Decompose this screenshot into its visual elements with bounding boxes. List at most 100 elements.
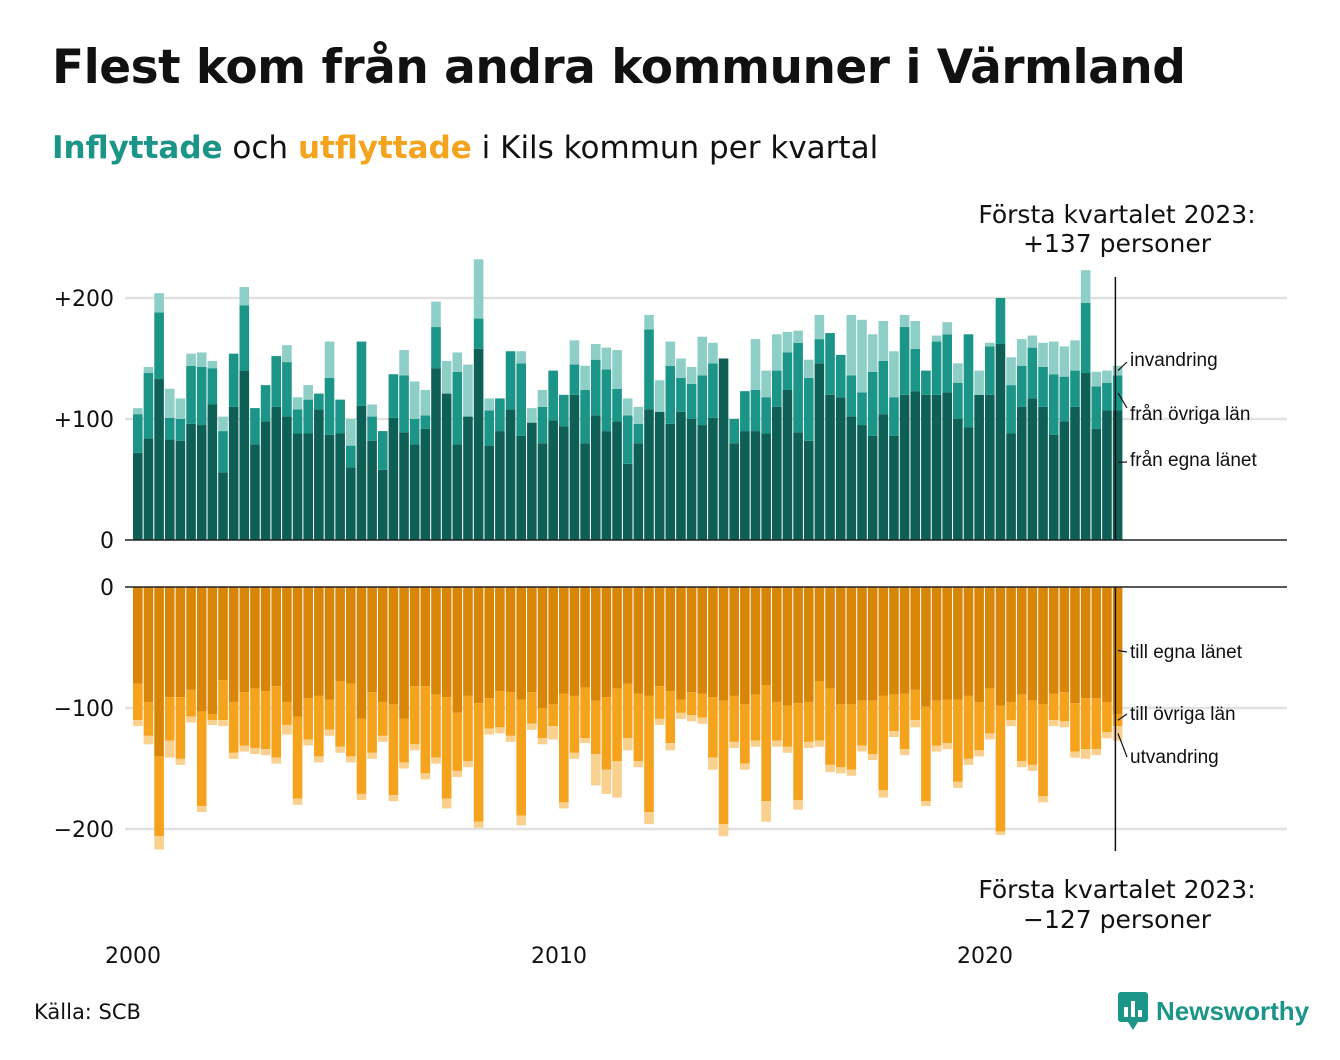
bar-in-invandring: [175, 398, 186, 419]
bar-out-ovriga: [282, 701, 292, 725]
bar-out-utvandring: [942, 743, 952, 750]
bar-in-ovriga: [292, 409, 303, 434]
bar-out-utvandring: [559, 802, 569, 809]
bar-in-invandring: [697, 336, 708, 376]
bar-out-ovriga: [452, 712, 463, 771]
bar-in-egna: [473, 348, 484, 540]
bar-out-ovriga: [516, 699, 526, 816]
bar-out-egna: [239, 587, 250, 693]
bar-out-egna: [601, 587, 612, 698]
bar-out-egna: [1091, 587, 1102, 699]
bar-out-ovriga: [207, 714, 218, 721]
bar-in-ovriga: [548, 370, 558, 421]
bar-in-invandring: [207, 360, 218, 369]
bar-out-utvandring: [420, 773, 431, 780]
bar-out-egna: [324, 587, 335, 700]
bar-out-egna: [740, 587, 750, 705]
bar-out-utvandring: [196, 806, 207, 813]
bar-in-egna: [367, 440, 377, 540]
bar-out-utvandring: [356, 793, 367, 800]
bar-out-utvandring: [271, 757, 282, 764]
bar-out-egna: [718, 587, 729, 701]
bar-in-invandring: [367, 404, 377, 417]
bar-in-invandring: [974, 370, 984, 395]
bar-in-egna: [772, 406, 782, 540]
bar-out-ovriga: [1048, 693, 1059, 721]
bar-out-ovriga: [463, 695, 473, 762]
bar-in-invandring: [622, 398, 633, 416]
bar-in-egna: [985, 394, 995, 540]
bar-out-egna: [761, 587, 771, 686]
bar-in-egna: [612, 421, 622, 540]
bar-in-ovriga: [346, 445, 356, 468]
bar-out-utvandring: [495, 727, 505, 734]
bar-in-invandring: [292, 397, 303, 410]
bar-out-ovriga: [782, 705, 793, 747]
bar-out-ovriga: [420, 686, 431, 774]
bar-out-utvandring: [218, 720, 228, 727]
bar-out-utvandring: [963, 758, 974, 765]
bar-out-egna: [622, 587, 633, 684]
bar-in-ovriga: [164, 417, 175, 440]
bar-in-invandring: [516, 351, 526, 364]
bar-in-invandring: [484, 398, 495, 411]
series-label-pointer: [1117, 361, 1128, 372]
bar-out-utvandring: [612, 761, 622, 798]
bar-out-ovriga: [196, 711, 207, 807]
bar-out-ovriga: [708, 697, 718, 758]
bar-out-ovriga: [399, 718, 409, 763]
bar-in-egna: [974, 394, 984, 540]
bar-out-utvandring: [708, 757, 718, 770]
bar-in-egna: [154, 379, 164, 540]
bar-out-egna: [750, 587, 761, 695]
bar-in-egna: [601, 431, 612, 540]
bar-in-ovriga: [835, 354, 846, 398]
bar-in-egna: [835, 397, 846, 540]
bar-out-utvandring: [1102, 732, 1112, 739]
bar-in-invandring: [857, 319, 867, 393]
bar-in-invandring: [346, 419, 356, 446]
bar-out-utvandring: [761, 801, 771, 822]
bar-in-invandring: [654, 380, 665, 412]
bar-out-egna: [782, 587, 793, 706]
bar-in-ovriga: [335, 399, 345, 434]
bar-in-invandring: [1016, 339, 1027, 366]
bar-out-ovriga: [665, 691, 676, 744]
bar-in-ovriga: [857, 392, 867, 426]
bar-out-ovriga: [441, 697, 452, 799]
bar-in-ovriga: [409, 419, 420, 445]
bar-out-egna: [420, 587, 431, 687]
bar-in-invandring: [1091, 371, 1102, 387]
bar-out-egna: [196, 587, 207, 712]
bar-out-egna: [665, 587, 676, 692]
bar-in-egna: [324, 434, 335, 540]
bar-in-ovriga: [1070, 370, 1080, 407]
bar-in-ovriga: [1006, 385, 1016, 434]
bar-out-ovriga: [346, 683, 356, 757]
bar-in-ovriga: [516, 363, 526, 436]
bar-in-egna: [963, 427, 974, 540]
bar-in-egna: [718, 358, 729, 540]
bar-in-ovriga: [314, 393, 324, 410]
bar-in-egna: [942, 392, 952, 540]
bar-in-egna: [708, 417, 718, 540]
source-note: Källa: SCB: [34, 1000, 141, 1024]
bar-in-invandring: [942, 322, 952, 335]
bar-out-utvandring: [250, 747, 260, 754]
bar-out-egna: [921, 587, 931, 707]
bar-out-utvandring: [346, 756, 356, 763]
bar-out-ovriga: [772, 701, 782, 741]
bar-out-utvandring: [846, 769, 857, 776]
chart-subtitle: Inflyttade och utflyttade i Kils kommun …: [52, 130, 878, 166]
bar-in-egna: [729, 443, 739, 540]
bar-out-egna: [995, 587, 1006, 706]
ytick-label-in: 0: [100, 529, 114, 554]
bar-in-invandring: [431, 301, 441, 328]
bar-in-ovriga: [377, 431, 388, 470]
bar-out-utvandring: [803, 741, 814, 748]
bar-out-egna: [676, 587, 686, 700]
bar-out-ovriga: [1038, 704, 1048, 797]
bar-out-egna: [803, 587, 814, 702]
brand-name: Newsworthy: [1156, 995, 1310, 1026]
bar-out-utvandring: [1112, 726, 1123, 741]
